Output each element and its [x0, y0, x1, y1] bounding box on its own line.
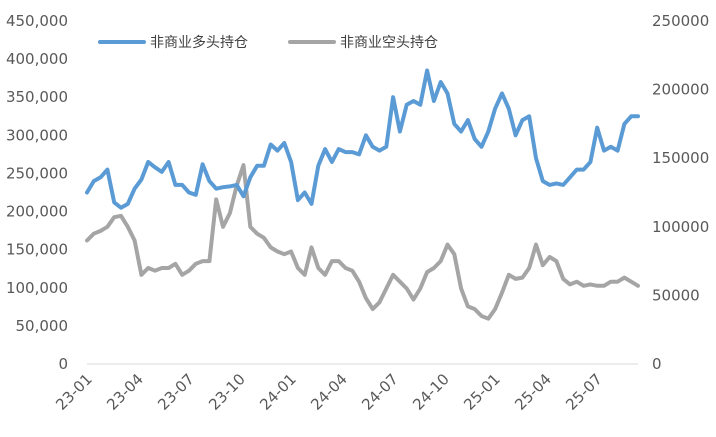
right-tick-label: 150000 — [652, 149, 709, 167]
x-tick-label: 24-04 — [307, 370, 351, 414]
right-tick-label: 0 — [652, 355, 662, 373]
left-tick-label: 450,000 — [6, 12, 68, 30]
left-tick-label: 300,000 — [6, 126, 68, 144]
right-axis-ticks: 0 50000 100000 150000 200000 250000 — [652, 12, 709, 373]
x-axis-ticks: 23-01 23-04 23-07 23-10 24-01 24-04 24-07 24-10… — [52, 370, 606, 414]
legend-label-short: 非商业空头持仓 — [340, 35, 438, 51]
x-tick-label: 24-07 — [358, 370, 402, 414]
left-tick-label: 50,000 — [16, 317, 69, 335]
x-tick-label: 24-01 — [256, 370, 300, 414]
x-tick-label: 25-01 — [460, 370, 504, 414]
x-tick-label: 24-10 — [409, 370, 453, 414]
series-line-long — [85, 68, 640, 210]
x-tick-label: 23-10 — [205, 370, 249, 414]
right-tick-label: 50000 — [652, 286, 700, 304]
right-tick-label: 100000 — [652, 218, 709, 236]
x-tick-label: 23-07 — [154, 370, 198, 414]
right-tick-label: 250000 — [652, 12, 709, 30]
x-tick-label: 25-07 — [562, 370, 606, 414]
left-tick-label: 350,000 — [6, 88, 68, 106]
left-tick-label: 250,000 — [6, 164, 68, 182]
series-line-short — [85, 163, 640, 321]
left-axis-ticks: 0 50,000 100,000 150,000 200,000 250,000 300,0… — [6, 12, 68, 373]
left-tick-label: 0 — [58, 355, 68, 373]
left-tick-label: 200,000 — [6, 203, 68, 221]
left-tick-label: 400,000 — [6, 50, 68, 68]
legend-label-long: 非商业多头持仓 — [150, 34, 248, 51]
legend: 非商业多头持仓 非商业空头持仓 — [98, 34, 438, 51]
left-tick-label: 150,000 — [6, 241, 68, 259]
left-tick-label: 100,000 — [6, 279, 68, 297]
x-tick-label: 23-04 — [103, 370, 147, 414]
series-layer — [85, 68, 640, 321]
right-tick-label: 200000 — [652, 81, 709, 99]
x-tick-label: 25-04 — [511, 370, 555, 414]
x-tick-label: 23-01 — [52, 370, 96, 414]
